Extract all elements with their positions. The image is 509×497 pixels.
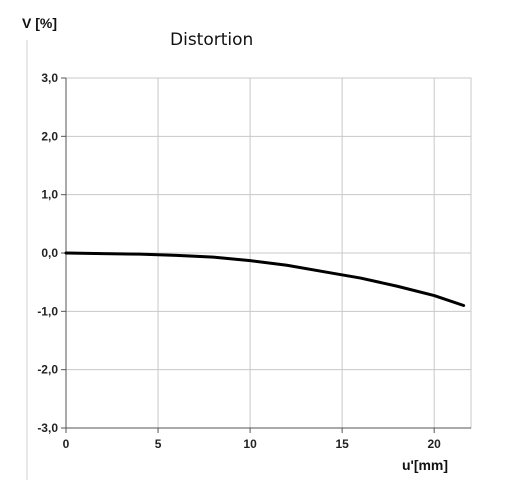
x-tick-label: 15 <box>335 437 349 451</box>
chart-title: Distortion <box>170 30 253 50</box>
x-tick-label: 0 <box>63 437 70 451</box>
series-line-0 <box>64 251 466 307</box>
series-group <box>64 251 466 307</box>
x-tick-label: 5 <box>155 437 162 451</box>
x-axis-label: u'[mm] <box>402 457 448 473</box>
y-tick-label: 2,0 <box>41 129 58 143</box>
x-tick-label: 10 <box>243 437 257 451</box>
tick-labels: 0 5 10 15 20 3,0 2,0 1,0 0,0 -1,0 -2,0 -3,0 <box>37 71 441 451</box>
y-tick-label: 3,0 <box>41 71 58 85</box>
y-tick-label: -1,0 <box>37 304 58 318</box>
y-tick-label: -2,0 <box>37 363 58 377</box>
y-axis-label: V [%] <box>22 15 57 31</box>
y-tick-label: -3,0 <box>37 421 58 435</box>
x-tick-label: 20 <box>428 437 442 451</box>
axes <box>26 40 471 480</box>
y-tick-label: 1,0 <box>41 188 58 202</box>
y-tick-label: 0,0 <box>41 246 58 260</box>
